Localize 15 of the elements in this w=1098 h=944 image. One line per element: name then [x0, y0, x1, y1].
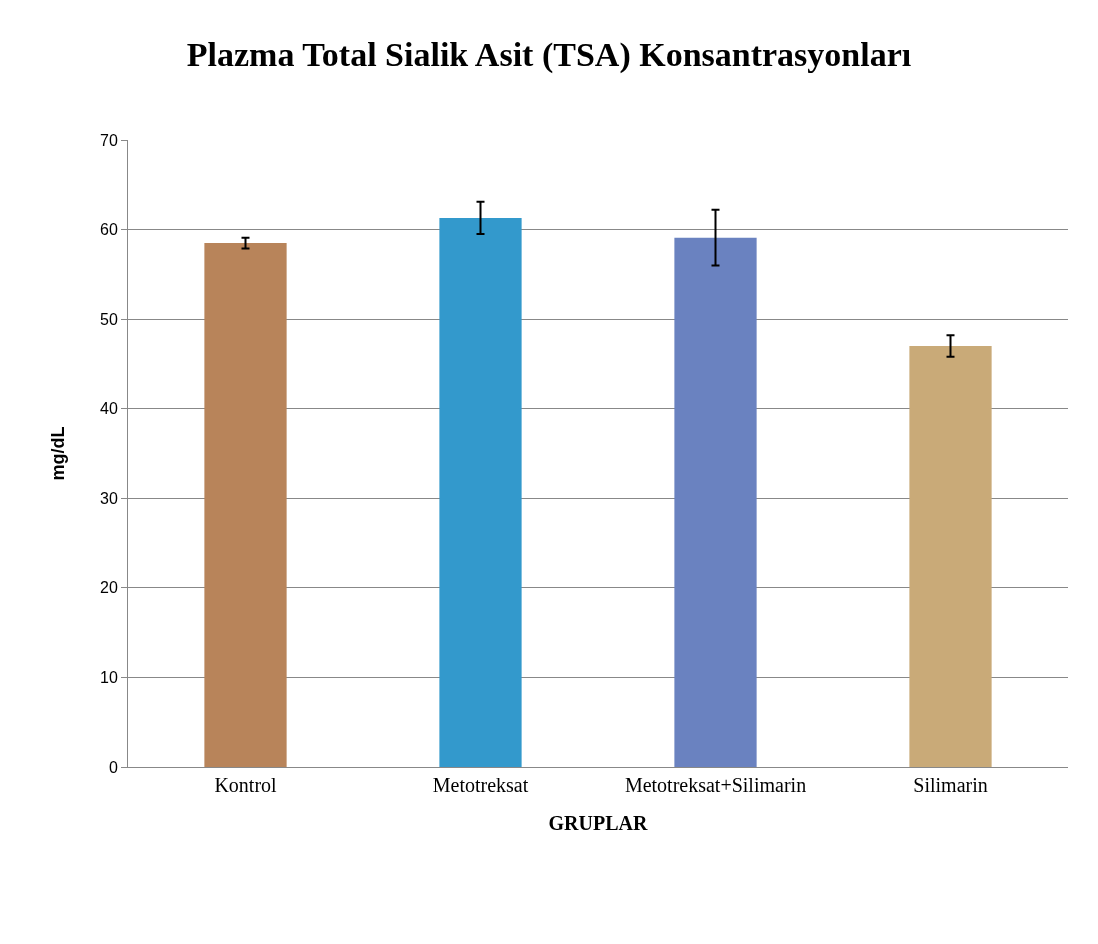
y-tick-label: 60 — [100, 221, 118, 239]
x-tick-label: Silimarin — [913, 774, 988, 796]
x-tick-label: Kontrol — [214, 774, 278, 796]
y-tick-label: 40 — [100, 400, 118, 418]
y-tick-label: 70 — [100, 131, 118, 149]
x-tick-label: Metotreksat+Silimarin — [624, 774, 807, 796]
x-axis-title: GRUPLAR — [548, 811, 648, 834]
y-tick-label: 0 — [108, 758, 118, 776]
y-tick-label: 30 — [100, 489, 118, 507]
y-tick-label: 50 — [100, 310, 118, 328]
x-tick-label: Metotreksat — [432, 774, 529, 796]
y-tick-label: 10 — [100, 669, 118, 687]
chart-title: Plazma Total Sialik Asit (TSA) Konsantrasyonları — [186, 36, 912, 75]
y-tick-label: 20 — [100, 579, 118, 597]
y-axis-title: mg/dL — [48, 426, 69, 481]
